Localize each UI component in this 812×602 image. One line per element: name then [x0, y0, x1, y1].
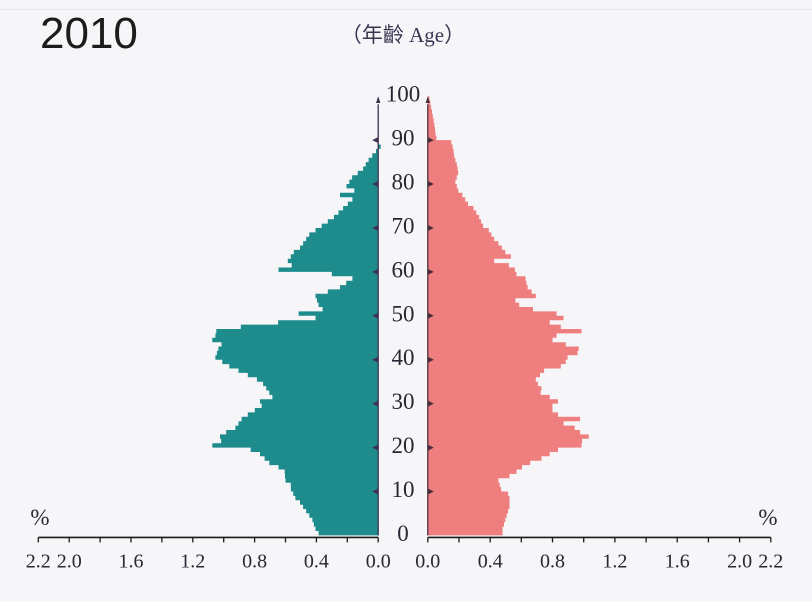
svg-text:0.8: 0.8	[242, 550, 267, 572]
svg-text:10: 10	[392, 477, 415, 502]
svg-text:1.6: 1.6	[665, 550, 690, 572]
svg-text:1.2: 1.2	[602, 550, 627, 572]
svg-text:%: %	[30, 505, 49, 530]
svg-text:0.8: 0.8	[540, 550, 565, 572]
svg-text:30: 30	[392, 389, 415, 414]
svg-text:2.0: 2.0	[57, 550, 82, 572]
svg-text:0.0: 0.0	[366, 550, 391, 572]
svg-text:20: 20	[392, 433, 415, 458]
svg-text:60: 60	[392, 257, 415, 282]
svg-text:50: 50	[392, 301, 415, 326]
svg-text:0: 0	[397, 521, 409, 546]
svg-text:0.4: 0.4	[304, 550, 329, 572]
svg-text:%: %	[758, 505, 777, 530]
svg-text:0.4: 0.4	[478, 550, 503, 572]
svg-text:40: 40	[392, 345, 415, 370]
svg-text:1.2: 1.2	[180, 550, 205, 572]
svg-text:2.2: 2.2	[758, 550, 783, 572]
svg-text:0.0: 0.0	[415, 550, 440, 572]
svg-text:100: 100	[386, 82, 421, 107]
svg-text:1.6: 1.6	[119, 550, 144, 572]
svg-text:80: 80	[392, 170, 415, 195]
svg-text:70: 70	[392, 214, 415, 239]
svg-text:90: 90	[392, 126, 415, 151]
svg-text:2.2: 2.2	[26, 550, 51, 572]
svg-text:2.0: 2.0	[727, 550, 752, 572]
